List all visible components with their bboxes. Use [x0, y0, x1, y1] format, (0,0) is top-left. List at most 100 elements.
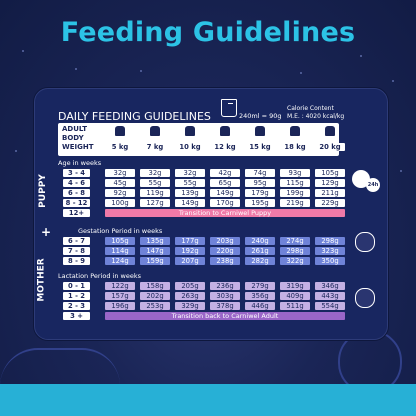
card-title: DAILY FEEDING GUIDELINES: [58, 110, 211, 123]
gestation-value-cell: 282g: [245, 257, 275, 265]
dog-icon: [255, 126, 265, 136]
puppy-value-cell: 92g: [105, 189, 135, 197]
puppy-value-cell: 127g: [140, 199, 170, 207]
gestation-age-cell: 6 - 7: [63, 237, 90, 245]
gestation-section-label: Gestation Period in weeks: [78, 227, 163, 235]
header-line: BODY: [62, 134, 84, 142]
header-line: ADULT: [62, 125, 87, 133]
puppy-age-cell: 4 - 6: [63, 179, 90, 187]
puppy-transition-banner: Transition to Carniwel Puppy: [105, 209, 345, 217]
gestation-value-cell: 261g: [245, 247, 275, 255]
lactation-value-cell: 196g: [105, 302, 135, 310]
gestation-value-cell: 135g: [140, 237, 170, 245]
puppy-value-cell: 65g: [210, 179, 240, 187]
measuring-cup-icon: [221, 99, 237, 117]
rollercoaster-silhouette: [0, 348, 120, 386]
puppy-age-cell: 3 - 4: [63, 169, 90, 177]
lactation-bowl-icon: [355, 288, 375, 308]
lactation-value-cell: 122g: [105, 282, 135, 290]
puppy-value-cell: 32g: [175, 169, 205, 177]
lactation-value-cell: 303g: [210, 292, 240, 300]
puppy-value-cell: 170g: [210, 199, 240, 207]
dog-icon: [325, 126, 335, 136]
puppy-bowl-icon: [352, 170, 370, 188]
puppy-value-cell: 100g: [105, 199, 135, 207]
lactation-value-cell: 329g: [175, 302, 205, 310]
lactation-value-cell: 253g: [140, 302, 170, 310]
puppy-value-cell: 115g: [280, 179, 310, 187]
puppy-value-cell: 211g: [315, 189, 345, 197]
puppy-value-cell: 32g: [140, 169, 170, 177]
header-line: WEIGHT: [62, 143, 94, 151]
lactation-section-label: Lactation Period in weeks: [58, 272, 142, 280]
weight-header-cell: 5 kg: [105, 143, 135, 151]
adult-transition-banner: Transition back to Carniwel Adult: [105, 312, 345, 320]
weight-header-cell: 18 kg: [280, 143, 310, 151]
cup-measure: 240ml = 90g: [239, 112, 282, 120]
puppy-value-cell: 32g: [105, 169, 135, 177]
calorie-content: Calorie Content M.E. : 4020 kcal/kg: [287, 105, 344, 121]
lactation-value-cell: 202g: [140, 292, 170, 300]
lactation-value-cell: 554g: [315, 302, 345, 310]
gestation-value-cell: 220g: [210, 247, 240, 255]
gestation-value-cell: 192g: [175, 247, 205, 255]
puppy-value-cell: 199g: [280, 189, 310, 197]
gestation-value-cell: 105g: [105, 237, 135, 245]
puppy-value-cell: 45g: [105, 179, 135, 187]
calorie-label: Calorie Content: [287, 105, 334, 112]
puppy-value-cell: 55g: [175, 179, 205, 187]
puppy-value-cell: 74g: [245, 169, 275, 177]
gestation-value-cell: 114g: [105, 247, 135, 255]
page-title: Feeding Guidelines: [60, 17, 356, 48]
cup-mark-icon: [228, 103, 233, 104]
puppy-value-cell: 179g: [245, 189, 275, 197]
dog-icon: [150, 126, 160, 136]
puppy-value-cell: 219g: [280, 199, 310, 207]
puppy-value-cell: 93g: [280, 169, 310, 177]
gestation-age-cell: 8 - 9: [63, 257, 90, 265]
gestation-value-cell: 298g: [315, 237, 345, 245]
puppy-transition-age: 12+: [63, 209, 90, 217]
lactation-value-cell: 443g: [315, 292, 345, 300]
lactation-value-cell: 158g: [140, 282, 170, 290]
24h-badge: 24h: [366, 178, 380, 192]
gestation-value-cell: 238g: [210, 257, 240, 265]
lactation-age-cell: 1 - 2: [63, 292, 90, 300]
gestation-value-cell: 274g: [280, 237, 310, 245]
lactation-value-cell: 157g: [105, 292, 135, 300]
gestation-value-cell: 207g: [175, 257, 205, 265]
gestation-value-cell: 323g: [315, 247, 345, 255]
weight-header-cell: 12 kg: [210, 143, 240, 151]
lactation-age-cell: 0 - 1: [63, 282, 90, 290]
plus-icon: +: [41, 225, 52, 239]
lactation-age-cell: 2 - 3: [63, 302, 90, 310]
puppy-value-cell: 129g: [315, 179, 345, 187]
gestation-value-cell: 240g: [245, 237, 275, 245]
lactation-value-cell: 279g: [245, 282, 275, 290]
lactation-value-cell: 356g: [245, 292, 275, 300]
lactation-value-cell: 236g: [210, 282, 240, 290]
gestation-value-cell: 159g: [140, 257, 170, 265]
gestation-age-cell: 7 - 8: [63, 247, 90, 255]
puppy-value-cell: 55g: [140, 179, 170, 187]
puppy-value-cell: 95g: [245, 179, 275, 187]
dog-icon: [115, 126, 125, 136]
puppy-value-cell: 149g: [175, 199, 205, 207]
weight-header-cell: 20 kg: [315, 143, 345, 151]
gestation-bowl-icon: [355, 232, 375, 252]
lactation-value-cell: 409g: [280, 292, 310, 300]
puppy-value-cell: 42g: [210, 169, 240, 177]
lactation-value-cell: 446g: [245, 302, 275, 310]
weight-header-label: ADULT BODY WEIGHT: [62, 125, 94, 152]
dog-icon: [290, 126, 300, 136]
puppy-value-cell: 139g: [175, 189, 205, 197]
bottom-band: [0, 384, 416, 416]
puppy-section-label: Age in weeks: [58, 159, 102, 167]
puppy-age-cell: 6 - 8: [63, 189, 90, 197]
gestation-value-cell: 147g: [140, 247, 170, 255]
lactation-value-cell: 378g: [210, 302, 240, 310]
gestation-value-cell: 350g: [315, 257, 345, 265]
adult-transition-age: 3 +: [63, 312, 90, 320]
puppy-value-cell: 229g: [315, 199, 345, 207]
lactation-value-cell: 263g: [175, 292, 205, 300]
